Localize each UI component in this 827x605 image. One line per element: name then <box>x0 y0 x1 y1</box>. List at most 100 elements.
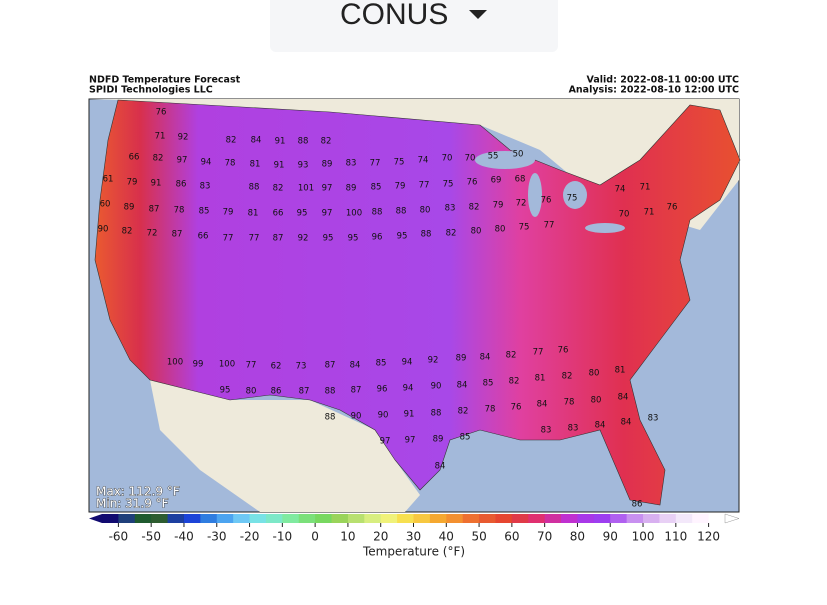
colorbar-tick-label: 70 <box>537 530 552 544</box>
colorbar-segment <box>265 514 283 523</box>
station-temp: 96 <box>372 233 383 243</box>
region-dropdown[interactable]: CONUS <box>270 0 558 52</box>
station-temp: 85 <box>483 379 494 389</box>
station-temp: 84 <box>537 400 548 410</box>
station-temp: 95 <box>323 234 334 244</box>
station-temp: 84 <box>350 361 361 371</box>
station-temp: 97 <box>405 436 416 446</box>
station-temp: 90 <box>431 382 442 392</box>
station-temp: 83 <box>541 426 552 436</box>
station-temp: 84 <box>595 421 606 431</box>
station-temp: 86 <box>271 387 282 397</box>
station-temp: 79 <box>493 201 504 211</box>
station-temp: 81 <box>535 374 546 384</box>
station-temp: 82 <box>458 407 469 417</box>
colorbar-segment <box>331 514 349 523</box>
station-temp: 90 <box>351 412 362 422</box>
station-temp: 92 <box>428 356 439 366</box>
station-temp: 81 <box>250 160 261 170</box>
station-temp: 77 <box>249 234 260 244</box>
station-temp: 85 <box>199 207 210 217</box>
station-temp: 85 <box>371 183 382 193</box>
station-temp: 76 <box>541 196 552 206</box>
station-temp: 66 <box>129 153 140 163</box>
station-temp: 97 <box>380 437 391 447</box>
station-temp: 66 <box>198 232 209 242</box>
station-temp: 50 <box>513 150 524 160</box>
station-temp: 75 <box>519 223 530 233</box>
station-temp: 72 <box>516 199 527 209</box>
station-temp: 91 <box>274 161 285 171</box>
station-temp: 73 <box>296 362 307 372</box>
station-temp: 92 <box>298 234 309 244</box>
analysis-time: Analysis: 2022-08-10 12:00 UTC <box>569 85 739 96</box>
colorbar-tick-label: 0 <box>311 530 319 544</box>
colorbar-segment <box>561 514 578 523</box>
station-temp: 89 <box>456 354 467 364</box>
colorbar-tick-label: 80 <box>570 530 585 544</box>
station-temp: 74 <box>615 185 626 195</box>
colorbar-segment <box>315 514 333 523</box>
station-temp: 88 <box>431 409 442 419</box>
station-temp: 97 <box>177 156 188 166</box>
colorbar-segment <box>151 514 169 523</box>
colorbar-tick-label: -20 <box>240 530 260 544</box>
colorbar-segment <box>347 514 365 523</box>
station-temp: 95 <box>397 232 408 242</box>
station-temp: 82 <box>446 229 457 239</box>
station-temp: 60 <box>100 200 111 210</box>
station-temp: 82 <box>509 377 520 387</box>
station-temp: 79 <box>127 178 138 188</box>
station-temp: 94 <box>201 158 212 168</box>
station-temp: 95 <box>220 386 231 396</box>
station-temp: 94 <box>402 358 413 368</box>
station-temp: 76 <box>558 346 569 356</box>
station-temp: 87 <box>299 387 310 397</box>
station-temp: 94 <box>403 384 414 394</box>
station-temp: 66 <box>273 209 284 219</box>
station-temp: 69 <box>491 176 502 186</box>
colorbar-tick-label: -40 <box>174 530 194 544</box>
colorbar-segment <box>102 514 119 523</box>
station-temp: 81 <box>615 366 626 376</box>
station-temp: 89 <box>346 184 357 194</box>
colorbar-low-arrow <box>89 514 102 523</box>
station-temp: 76 <box>511 403 522 413</box>
station-temp: 79 <box>395 182 406 192</box>
canada <box>89 99 739 230</box>
colorbar-segment <box>249 514 267 523</box>
colorbar-tick-label: 120 <box>697 530 720 544</box>
station-temp: 74 <box>418 156 429 166</box>
dropdown-caret <box>469 10 487 19</box>
colorbar-segment <box>495 514 513 523</box>
station-temp: 87 <box>351 386 362 396</box>
station-temp: 77 <box>533 348 544 358</box>
station-temp: 77 <box>544 221 555 231</box>
station-temp: 80 <box>589 369 600 379</box>
colorbar-tick-label: 10 <box>340 530 355 544</box>
station-temp: 83 <box>568 424 579 434</box>
colorbar-segment <box>397 514 414 523</box>
station-temp: 68 <box>515 175 526 185</box>
station-temp: 76 <box>667 203 678 213</box>
station-temp: 87 <box>325 361 336 371</box>
colorbar-segment <box>216 514 234 523</box>
station-temp: 90 <box>98 225 109 235</box>
colorbar-tick-label: -10 <box>273 530 293 544</box>
map-source: SPIDI Technologies LLC <box>89 85 213 96</box>
colorbar-segment <box>429 514 447 523</box>
station-temp: 87 <box>273 234 284 244</box>
station-temp: 91 <box>151 179 162 189</box>
station-temp: 80 <box>420 206 431 216</box>
station-temp: 92 <box>178 133 189 143</box>
station-temp: 82 <box>469 203 480 213</box>
colorbar-tick-label: 110 <box>664 530 687 544</box>
station-temp: 78 <box>564 398 575 408</box>
station-temp: 80 <box>246 387 257 397</box>
colorbar-tick-label: 40 <box>439 530 454 544</box>
station-temp: 101 <box>298 184 314 194</box>
station-temp: 89 <box>433 435 444 445</box>
station-temp: 83 <box>200 182 211 192</box>
station-temp: 83 <box>346 159 357 169</box>
